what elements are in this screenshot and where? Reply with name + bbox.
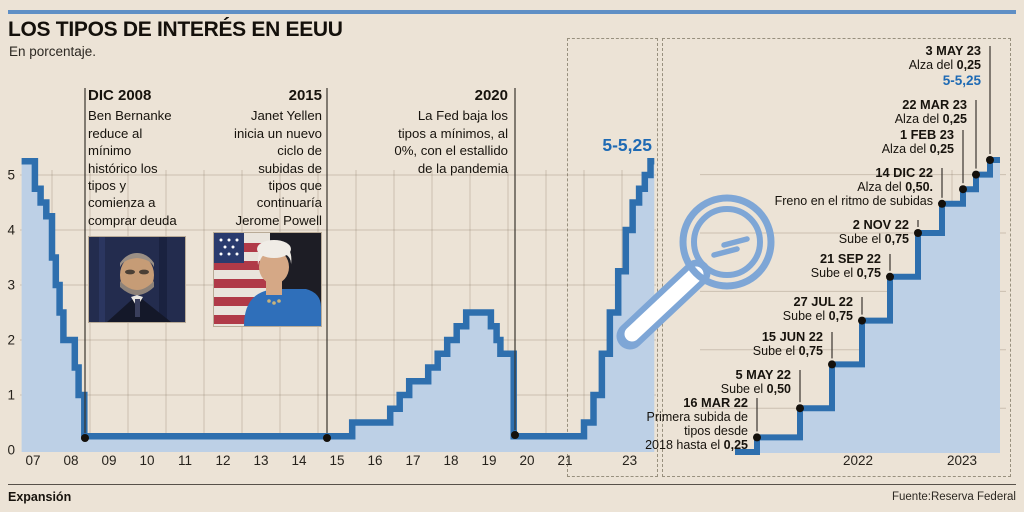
hike-action: Alza del 0,25 (908, 58, 981, 72)
zoom-detail-box (662, 38, 1011, 477)
hike-dot-1 (796, 404, 804, 413)
hike-dot-7 (959, 185, 967, 194)
hike-date: 14 DIC 22 (875, 165, 933, 180)
event-dot-0 (81, 434, 89, 442)
hike-annotation-3: 27 JUL 22 Sube el 0,75 (782, 294, 853, 324)
hike-dot-5 (914, 229, 922, 237)
x-tick-14: 14 (291, 453, 307, 468)
hike-date: 1 FEB 23 (899, 127, 954, 142)
detail-rate-line (735, 157, 1000, 455)
hike-date: 15 JUN 22 (761, 329, 823, 344)
x-tick-20: 20 (519, 453, 534, 468)
x-tick-09: 09 (101, 453, 116, 468)
y-tick-4: 4 (7, 223, 15, 238)
source-note: Fuente:Reserva Federal (891, 491, 1016, 503)
hike-dot-2 (828, 360, 836, 369)
annotation-2020-heading: 2020 (474, 87, 508, 104)
hike-date: 16 MAR 22 (683, 395, 748, 410)
detail-x-2022: 2022 (843, 453, 873, 468)
y-tick-3: 3 (7, 278, 15, 293)
y-tick-2: 2 (7, 333, 15, 348)
main-area-fill (21, 161, 655, 452)
annotation-2020: 2020 La Fed baja los tipos a mínimos, al… (384, 87, 508, 177)
hike-annotation-9: 3 MAY 23 Alza del 0,25 5-5,25 (909, 44, 981, 88)
hike-date: 3 MAY 23 (925, 43, 982, 58)
annotation-2020-text: La Fed baja los tipos a mínimos, al 0%, … (394, 108, 508, 176)
x-tick-23: 23 (622, 453, 637, 468)
annotation-dic-2008: DIC 2008 Ben Bernanke reduce al mínimo h… (88, 87, 188, 229)
hike-dot-0 (753, 433, 761, 442)
y-tick-0: 0 (7, 443, 15, 458)
annotation-dic-2008-heading: DIC 2008 (88, 87, 152, 104)
annotation-2015: 2015 Janet Yellen inicia un nuevo ciclo … (212, 87, 322, 229)
hike-action: Alza del 0,25 (881, 142, 954, 156)
x-tick-10: 10 (139, 453, 154, 468)
event-dot-2 (511, 431, 519, 439)
hike-dot-3 (858, 316, 866, 325)
hike-action: Sube el 0,75 (810, 266, 881, 280)
page-title: LOS TIPOS DE INTERÉS EN EEUU (8, 18, 343, 41)
hike-action: Sube el 0,50 (720, 382, 791, 396)
annotation-dic-2008-text: Ben Bernanke reduce al mínimo histórico … (88, 108, 177, 228)
y-tick-1: 1 (7, 388, 15, 403)
hike-dot-6 (938, 199, 946, 208)
main-rate-line (21, 158, 655, 440)
annotation-2015-text: Janet Yellen inicia un nuevo ciclo de su… (234, 108, 322, 228)
hike-annotation-8: 22 MAR 23 Alza del 0,25 (894, 97, 967, 127)
x-tick-11: 11 (178, 453, 192, 468)
hike-annotation-7: 1 FEB 23 Alza del 0,25 (881, 127, 954, 157)
hike-date: 21 SEP 22 (820, 251, 881, 266)
x-tick-12: 12 (215, 453, 230, 468)
hike-action: Sube el 0,75 (838, 232, 909, 246)
y-tick-5: 5 (7, 168, 15, 183)
publisher-logo: Expansión (8, 490, 72, 504)
hike-action: Sube el 0,75 (752, 344, 823, 358)
x-tick-13: 13 (253, 453, 268, 468)
hike-result-rate: 5-5,25 (942, 73, 981, 88)
hike-annotation-5: 2 NOV 22 Sube el 0,75 (838, 217, 909, 247)
hike-action: 2018 hasta el 0,25 (645, 438, 748, 452)
hike-annotation-2: 15 JUN 22 Sube el 0,75 (752, 329, 823, 359)
event-dot-1 (323, 434, 331, 442)
x-tick-19: 19 (481, 453, 496, 468)
hike-note-line: Primera subida de (646, 410, 748, 424)
footer-rule (8, 484, 1016, 485)
hike-dot-4 (886, 272, 894, 281)
ben-bernanke-photo (88, 236, 186, 323)
annotation-2015-heading: 2015 (288, 87, 322, 104)
hike-date: 2 NOV 22 (852, 217, 909, 232)
hike-date: 5 MAY 22 (735, 367, 792, 382)
janet-yellen-photo (213, 232, 322, 327)
hike-annotation-4: 21 SEP 22 Sube el 0,75 (810, 251, 881, 281)
hike-action: Sube el 0,75 (782, 309, 853, 323)
detail-x-2023: 2023 (947, 453, 977, 468)
hike-annotation-0: 16 MAR 22 Primera subida de tipos desde 201… (645, 395, 748, 453)
hike-note-line: tipos desde (684, 424, 748, 438)
hike-action: Alza del 0,50. (857, 180, 933, 194)
zoom-source-box (567, 38, 658, 477)
page-subtitle: En porcentaje. (9, 44, 97, 59)
x-tick-17: 17 (405, 453, 420, 468)
hike-annotation-1: 5 MAY 22 Sube el 0,50 (720, 367, 792, 397)
x-tick-15: 15 (329, 453, 344, 468)
hike-date: 22 MAR 23 (902, 97, 967, 112)
hike-date: 27 JUL 22 (793, 294, 853, 309)
magnifier-icon (616, 194, 775, 350)
x-tick-07: 07 (25, 453, 40, 468)
hike-note-line: Freno en el ritmo de subidas (774, 194, 933, 208)
x-tick-16: 16 (367, 453, 382, 468)
top-rule (8, 10, 1016, 14)
x-tick-18: 18 (443, 453, 458, 468)
x-tick-08: 08 (63, 453, 78, 468)
hike-action: Alza del 0,25 (894, 112, 967, 126)
x-tick-21: 21 (557, 453, 572, 468)
hike-dot-9 (986, 156, 994, 164)
hike-dot-8 (972, 170, 980, 179)
hike-annotation-6: 14 DIC 22 Alza del 0,50. Freno en el ritmo… (774, 165, 933, 209)
peak-rate-label: 5-5,25 (602, 135, 652, 155)
